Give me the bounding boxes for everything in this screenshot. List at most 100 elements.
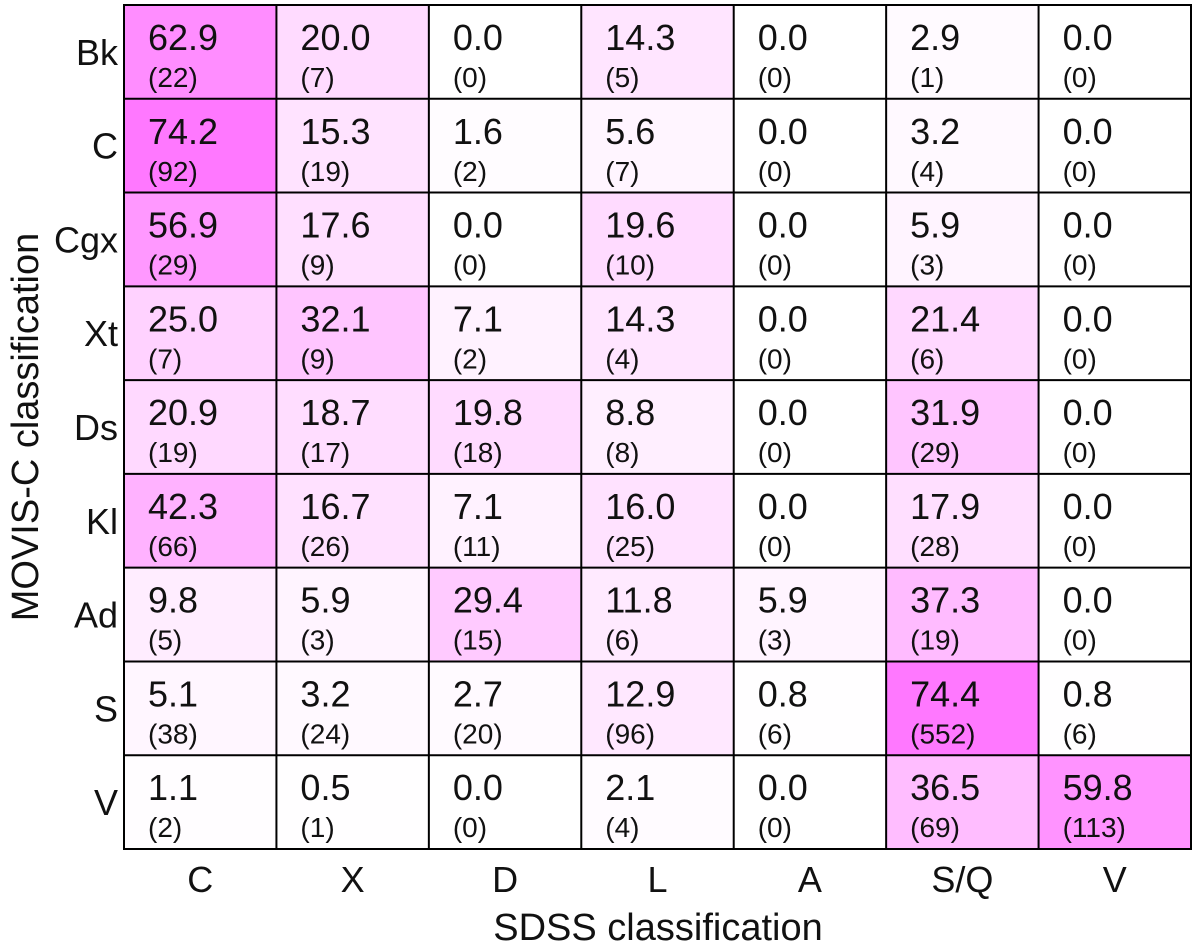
y-tick-label: Ad bbox=[74, 595, 118, 636]
cell-count-label: (0) bbox=[1063, 625, 1097, 656]
heatmap-cell bbox=[886, 473, 1039, 568]
heatmap-cell bbox=[428, 755, 582, 849]
cell-count-label: (0) bbox=[758, 531, 792, 562]
cell-percent-label: 15.3 bbox=[300, 111, 370, 152]
heatmap-cell bbox=[276, 755, 429, 849]
cell-count-label: (66) bbox=[148, 531, 198, 562]
heatmap-cell bbox=[581, 661, 734, 756]
cell-percent-label: 7.1 bbox=[453, 298, 503, 339]
heatmap-cell bbox=[428, 473, 582, 568]
cell-count-label: (6) bbox=[910, 343, 944, 374]
heatmap-cell bbox=[1038, 286, 1191, 381]
heatmap-cell bbox=[124, 286, 277, 381]
y-tick-label: Kl bbox=[86, 501, 118, 542]
cell-percent-label: 25.0 bbox=[148, 298, 218, 339]
heatmap-cell bbox=[124, 473, 277, 568]
cell-percent-label: 37.3 bbox=[910, 580, 980, 621]
cell-count-label: (0) bbox=[1063, 62, 1097, 93]
heatmap-cells: 62.9 (22) 20.0 (7) 0.0 (0) 14.3 (5) 0.0 (0) 2.9 (1)… bbox=[124, 5, 1191, 849]
cell-percent-label: 29.4 bbox=[453, 580, 523, 621]
y-tick-label: V bbox=[94, 782, 118, 823]
cell-percent-label: 0.0 bbox=[453, 17, 503, 58]
cell-count-label: (0) bbox=[453, 812, 487, 843]
cell-percent-label: 3.2 bbox=[300, 673, 350, 714]
x-tick-label: C bbox=[187, 859, 213, 900]
cell-percent-label: 17.9 bbox=[910, 486, 980, 527]
cell-percent-label: 42.3 bbox=[148, 486, 218, 527]
heatmap-cell bbox=[124, 380, 277, 474]
cell-percent-label: 19.8 bbox=[453, 392, 523, 433]
heatmap-cell bbox=[581, 98, 734, 193]
heatmap-cell bbox=[733, 192, 887, 287]
y-tick-label: Xt bbox=[84, 313, 118, 354]
cell-count-label: (9) bbox=[300, 343, 334, 374]
heatmap-cell bbox=[1038, 473, 1191, 568]
cell-count-label: (92) bbox=[148, 156, 198, 187]
cell-count-label: (15) bbox=[453, 625, 503, 656]
cell-count-label: (22) bbox=[148, 62, 198, 93]
cell-percent-label: 1.6 bbox=[453, 111, 503, 152]
heatmap-cell bbox=[276, 380, 429, 474]
cell-percent-label: 36.5 bbox=[910, 767, 980, 808]
cell-count-label: (0) bbox=[1063, 531, 1097, 562]
cell-count-label: (69) bbox=[910, 812, 960, 843]
heatmap-cell bbox=[886, 286, 1039, 381]
cell-count-label: (0) bbox=[758, 812, 792, 843]
cell-count-label: (17) bbox=[300, 437, 350, 468]
cell-percent-label: 0.0 bbox=[758, 298, 808, 339]
cell-count-label: (8) bbox=[605, 437, 639, 468]
cell-percent-label: 20.9 bbox=[148, 392, 218, 433]
cell-percent-label: 0.5 bbox=[300, 767, 350, 808]
cell-percent-label: 7.1 bbox=[453, 486, 503, 527]
heatmap-cell bbox=[733, 98, 887, 193]
cell-percent-label: 9.8 bbox=[148, 580, 198, 621]
cell-count-label: (0) bbox=[758, 62, 792, 93]
cell-percent-label: 5.9 bbox=[758, 580, 808, 621]
heatmap-cell bbox=[276, 286, 429, 381]
cell-count-label: (4) bbox=[605, 812, 639, 843]
cell-percent-label: 1.1 bbox=[148, 767, 198, 808]
cell-count-label: (0) bbox=[758, 437, 792, 468]
heatmap-cell bbox=[276, 5, 429, 99]
heatmap-cell bbox=[733, 5, 887, 99]
y-tick-label: Ds bbox=[74, 407, 118, 448]
heatmap-cell bbox=[428, 5, 582, 99]
cell-percent-label: 3.2 bbox=[910, 111, 960, 152]
heatmap-cell bbox=[276, 567, 429, 662]
cell-percent-label: 0.8 bbox=[1063, 673, 1113, 714]
cell-count-label: (3) bbox=[758, 625, 792, 656]
cell-percent-label: 74.4 bbox=[910, 673, 980, 714]
cell-percent-label: 56.9 bbox=[148, 205, 218, 246]
cell-percent-label: 0.0 bbox=[1063, 392, 1113, 433]
y-tick-labels: Bk C Cgx Xt Ds Kl Ad S V bbox=[54, 32, 119, 823]
y-tick-label: Cgx bbox=[54, 219, 118, 260]
cell-count-label: (19) bbox=[910, 625, 960, 656]
cell-percent-label: 0.0 bbox=[758, 205, 808, 246]
heatmap-cell bbox=[733, 286, 887, 381]
cell-percent-label: 11.8 bbox=[605, 580, 672, 621]
heatmap-cell bbox=[428, 661, 582, 756]
cell-percent-label: 62.9 bbox=[148, 17, 218, 58]
cell-percent-label: 74.2 bbox=[148, 111, 218, 152]
heatmap-cell bbox=[428, 380, 582, 474]
heatmap-cell bbox=[428, 567, 582, 662]
heatmap-cell bbox=[1038, 567, 1191, 662]
heatmap-cell bbox=[581, 380, 734, 474]
heatmap-cell bbox=[581, 286, 734, 381]
y-axis-label: MOVIS-C classification bbox=[5, 233, 47, 622]
cell-count-label: (4) bbox=[910, 156, 944, 187]
x-tick-label: V bbox=[1103, 859, 1127, 900]
cell-count-label: (2) bbox=[453, 156, 487, 187]
heatmap-cell bbox=[733, 380, 887, 474]
cell-count-label: (0) bbox=[758, 156, 792, 187]
heatmap-cell bbox=[581, 473, 734, 568]
x-tick-label: A bbox=[798, 859, 822, 900]
cell-percent-label: 0.8 bbox=[758, 673, 808, 714]
heatmap-cell bbox=[428, 98, 582, 193]
cell-percent-label: 14.3 bbox=[605, 298, 675, 339]
x-axis-label: SDSS classification bbox=[493, 907, 822, 949]
cell-count-label: (38) bbox=[148, 718, 198, 749]
cell-percent-label: 18.7 bbox=[300, 392, 370, 433]
cell-percent-label: 0.0 bbox=[1063, 17, 1113, 58]
heatmap-cell bbox=[276, 473, 429, 568]
